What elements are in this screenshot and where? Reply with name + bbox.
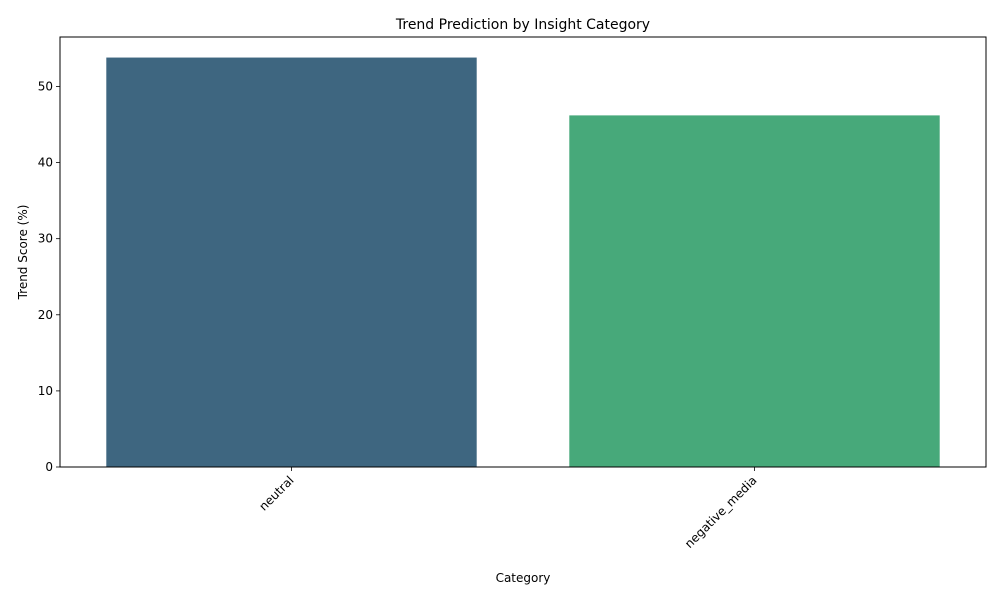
y-tick-label: 50	[38, 79, 53, 93]
bar-negative_media	[569, 115, 940, 468]
y-tick-label: 40	[38, 156, 53, 170]
chart-title: Trend Prediction by Insight Category	[395, 17, 650, 33]
y-axis-label: Trend Score (%)	[16, 205, 30, 301]
x-axis: neutral negative_media	[256, 467, 760, 551]
y-tick-label: 0	[45, 460, 53, 474]
bar-neutral	[106, 57, 477, 467]
y-tick-label: 20	[38, 308, 53, 322]
y-axis: 0 10 20 30 40 50	[38, 79, 60, 474]
x-axis-label: Category	[496, 571, 551, 585]
bars-group	[106, 57, 940, 468]
plot-frame	[59, 36, 987, 468]
y-tick-label: 10	[38, 384, 53, 398]
x-tick-label-neutral: neutral	[256, 473, 296, 513]
x-tick-label-negative_media: negative_media	[682, 473, 760, 551]
y-tick-label: 30	[38, 232, 53, 246]
